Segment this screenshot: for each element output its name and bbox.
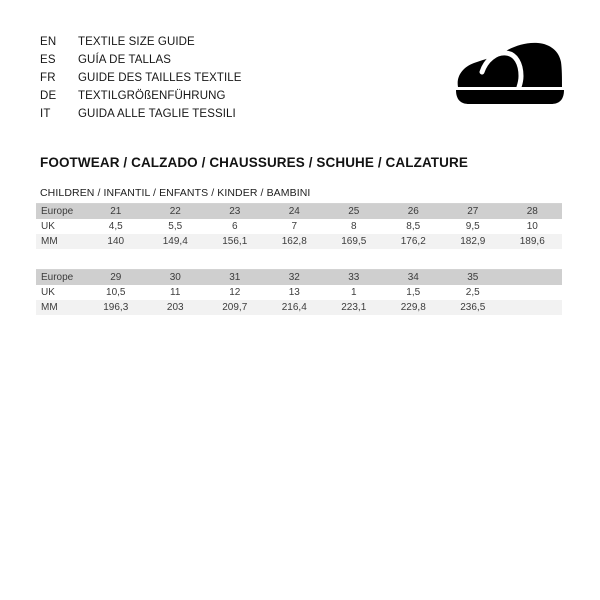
language-row-fr: FR GUIDE DES TAILLES TEXTILE bbox=[40, 69, 400, 87]
language-code-it: IT bbox=[40, 108, 51, 120]
cell-europe-3: 23 bbox=[205, 203, 265, 219]
language-code-fr: FR bbox=[40, 72, 56, 84]
table-row: UK 10,5 11 12 13 1 1,5 2,5 bbox=[36, 285, 562, 300]
cell-uk-1: 4,5 bbox=[86, 219, 146, 234]
cell-uk-3: 6 bbox=[205, 219, 265, 234]
size-table-children-2: Europe 29 30 31 32 33 34 35 UK 10,5 11 1… bbox=[36, 269, 562, 315]
language-code-es: ES bbox=[40, 54, 56, 66]
row-label-europe: Europe bbox=[36, 269, 86, 285]
language-title-it: GUIDA ALLE TAGLIE TESSILI bbox=[78, 108, 236, 120]
cell-mm-5: 223,1 bbox=[324, 300, 384, 315]
row-label-uk: UK bbox=[36, 285, 86, 300]
language-code-de: DE bbox=[40, 90, 57, 102]
cell-europe-3: 31 bbox=[205, 269, 265, 285]
cell-uk-4: 7 bbox=[264, 219, 324, 234]
cell-uk-2: 5,5 bbox=[145, 219, 205, 234]
cell-mm-5: 169,5 bbox=[324, 234, 384, 249]
size-table-children-1: Europe 21 22 23 24 25 26 27 28 UK 4,5 5,… bbox=[36, 203, 562, 249]
table-row: MM 140 149,4 156,1 162,8 169,5 176,2 182… bbox=[36, 234, 562, 249]
language-list: EN TEXTILE SIZE GUIDE ES GUÍA DE TALLAS … bbox=[40, 33, 400, 123]
cell-europe-8: 28 bbox=[502, 203, 562, 219]
language-row-en: EN TEXTILE SIZE GUIDE bbox=[40, 33, 400, 51]
cell-uk-2: 11 bbox=[145, 285, 205, 300]
language-row-es: ES GUÍA DE TALLAS bbox=[40, 51, 400, 69]
cell-europe-4: 32 bbox=[264, 269, 324, 285]
language-row-it: IT GUIDA ALLE TAGLIE TESSILI bbox=[40, 105, 400, 123]
row-label-mm: MM bbox=[36, 300, 86, 315]
childrens-shoe-icon bbox=[452, 38, 568, 108]
cell-europe-2: 22 bbox=[145, 203, 205, 219]
language-title-es: GUÍA DE TALLAS bbox=[78, 54, 172, 66]
cell-uk-6: 1,5 bbox=[383, 285, 443, 300]
cell-uk-8 bbox=[502, 285, 562, 300]
cell-uk-7: 2,5 bbox=[443, 285, 503, 300]
page-title: FOOTWEAR / CALZADO / CHAUSSURES / SCHUHE… bbox=[40, 155, 468, 170]
table-row: UK 4,5 5,5 6 7 8 8,5 9,5 10 bbox=[36, 219, 562, 234]
cell-mm-2: 203 bbox=[145, 300, 205, 315]
cell-mm-2: 149,4 bbox=[145, 234, 205, 249]
cell-mm-4: 162,8 bbox=[264, 234, 324, 249]
cell-uk-8: 10 bbox=[502, 219, 562, 234]
cell-uk-5: 8 bbox=[324, 219, 384, 234]
cell-mm-8 bbox=[502, 300, 562, 315]
language-title-fr: GUIDE DES TAILLES TEXTILE bbox=[78, 72, 242, 84]
language-code-en: EN bbox=[40, 36, 57, 48]
cell-europe-1: 29 bbox=[86, 269, 146, 285]
row-label-mm: MM bbox=[36, 234, 86, 249]
table-row: Europe 21 22 23 24 25 26 27 28 bbox=[36, 203, 562, 219]
cell-mm-3: 209,7 bbox=[205, 300, 265, 315]
cell-mm-8: 189,6 bbox=[502, 234, 562, 249]
cell-mm-3: 156,1 bbox=[205, 234, 265, 249]
language-row-de: DE TEXTILGRÖßENFÜHRUNG bbox=[40, 87, 400, 105]
cell-uk-5: 1 bbox=[324, 285, 384, 300]
language-title-de: TEXTILGRÖßENFÜHRUNG bbox=[78, 90, 226, 102]
cell-uk-4: 13 bbox=[264, 285, 324, 300]
cell-mm-4: 216,4 bbox=[264, 300, 324, 315]
cell-europe-1: 21 bbox=[86, 203, 146, 219]
cell-europe-4: 24 bbox=[264, 203, 324, 219]
table-row: MM 196,3 203 209,7 216,4 223,1 229,8 236… bbox=[36, 300, 562, 315]
cell-mm-7: 236,5 bbox=[443, 300, 503, 315]
language-title-en: TEXTILE SIZE GUIDE bbox=[78, 36, 195, 48]
cell-mm-1: 140 bbox=[86, 234, 146, 249]
cell-mm-6: 176,2 bbox=[383, 234, 443, 249]
row-label-europe: Europe bbox=[36, 203, 86, 219]
cell-europe-6: 34 bbox=[383, 269, 443, 285]
cell-europe-5: 25 bbox=[324, 203, 384, 219]
cell-europe-7: 35 bbox=[443, 269, 503, 285]
cell-uk-7: 9,5 bbox=[443, 219, 503, 234]
cell-europe-7: 27 bbox=[443, 203, 503, 219]
row-label-uk: UK bbox=[36, 219, 86, 234]
table-row: Europe 29 30 31 32 33 34 35 bbox=[36, 269, 562, 285]
cell-europe-8 bbox=[502, 269, 562, 285]
cell-uk-3: 12 bbox=[205, 285, 265, 300]
cell-europe-6: 26 bbox=[383, 203, 443, 219]
cell-mm-7: 182,9 bbox=[443, 234, 503, 249]
cell-uk-1: 10,5 bbox=[86, 285, 146, 300]
section-subtitle: CHILDREN / INFANTIL / ENFANTS / KINDER /… bbox=[40, 187, 311, 199]
cell-mm-6: 229,8 bbox=[383, 300, 443, 315]
cell-europe-2: 30 bbox=[145, 269, 205, 285]
cell-europe-5: 33 bbox=[324, 269, 384, 285]
cell-uk-6: 8,5 bbox=[383, 219, 443, 234]
cell-mm-1: 196,3 bbox=[86, 300, 146, 315]
